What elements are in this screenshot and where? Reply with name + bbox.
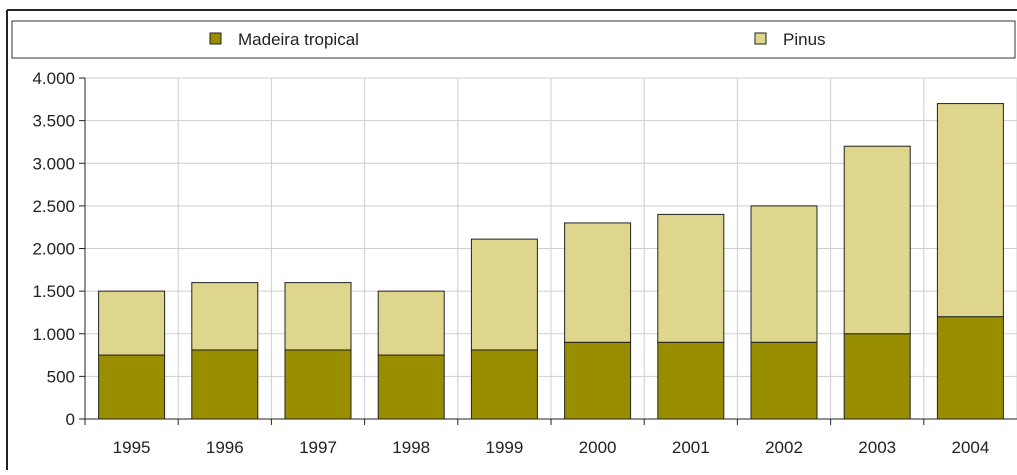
bar-madeira-tropical-1996 xyxy=(191,349,259,420)
bar-pinus-2004 xyxy=(936,103,1004,318)
bar-pinus-1995 xyxy=(98,290,166,356)
legend-box xyxy=(11,20,1016,59)
x-tick-label: 2002 xyxy=(765,438,803,457)
y-tick-label: 500 xyxy=(47,367,75,386)
y-tick-label: 2.000 xyxy=(32,240,75,259)
bar-madeira-tropical-1998 xyxy=(377,354,445,420)
x-tick-label: 1999 xyxy=(485,438,523,457)
x-tick-label: 1998 xyxy=(392,438,430,457)
bar-madeira-tropical-2002 xyxy=(750,341,818,420)
legend-swatch-pinus xyxy=(754,32,767,45)
y-tick-label: 2.500 xyxy=(32,197,75,216)
bar-pinus-2002 xyxy=(750,205,818,343)
y-tick-label: 3.500 xyxy=(32,112,75,131)
x-tick-label: 2000 xyxy=(579,438,617,457)
bar-pinus-2003 xyxy=(843,145,911,335)
bar-madeira-tropical-2001 xyxy=(657,341,725,420)
bar-madeira-tropical-1995 xyxy=(98,354,166,420)
legend: Madeira tropical Pinus xyxy=(209,30,826,49)
legend-swatch-madeira-tropical xyxy=(209,32,222,45)
bar-madeira-tropical-1999 xyxy=(470,349,538,420)
bar-pinus-1998 xyxy=(377,290,445,356)
legend-label-pinus: Pinus xyxy=(783,30,826,49)
x-tick-label: 2001 xyxy=(672,438,710,457)
y-tick-label: 3.000 xyxy=(32,154,75,173)
bar-pinus-1996 xyxy=(191,282,259,351)
bar-pinus-2001 xyxy=(657,213,725,343)
axes xyxy=(79,77,1017,425)
bar-pinus-1999 xyxy=(470,238,538,351)
bar-madeira-tropical-2000 xyxy=(564,341,632,420)
bar-madeira-tropical-2004 xyxy=(936,316,1004,420)
x-tick-labels: 1995 1996 1997 1998 1999 2000 2001 2002 2003 2004 xyxy=(113,438,990,457)
bars xyxy=(98,103,1004,420)
bar-pinus-2000 xyxy=(564,222,632,343)
y-tick-label: 4.000 xyxy=(32,69,75,88)
y-tick-labels: 0 500 1.000 1.500 2.000 2.500 3.000 3.500 4.000 xyxy=(32,69,75,429)
x-tick-label: 1996 xyxy=(206,438,244,457)
bar-madeira-tropical-2003 xyxy=(843,333,911,420)
x-tick-label: 1997 xyxy=(299,438,337,457)
x-tick-label: 2004 xyxy=(951,438,989,457)
y-tick-label: 1.500 xyxy=(32,282,75,301)
y-tick-label: 0 xyxy=(66,410,75,429)
x-tick-label: 2003 xyxy=(858,438,896,457)
x-tick-label: 1995 xyxy=(113,438,151,457)
bar-pinus-1997 xyxy=(284,282,352,351)
y-tick-label: 1.000 xyxy=(32,325,75,344)
bar-madeira-tropical-1997 xyxy=(284,349,352,420)
legend-label-madeira-tropical: Madeira tropical xyxy=(238,30,359,49)
